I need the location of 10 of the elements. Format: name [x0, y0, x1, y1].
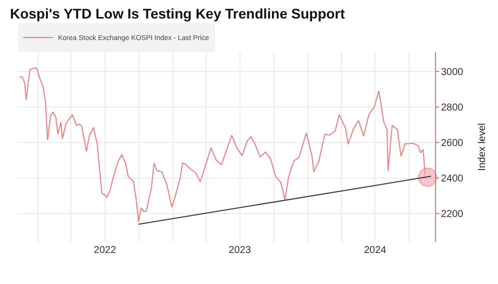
x-tick-label: 2024 — [364, 245, 387, 256]
y-tick-label: 2400 — [441, 174, 464, 185]
x-tick-label: 2023 — [228, 245, 252, 256]
y-tick-label: 3000 — [441, 67, 464, 78]
chart-title: Kospi's YTD Low Is Testing Key Trendline Support — [10, 5, 346, 22]
y-tick-label: 2600 — [441, 138, 464, 150]
y-tick-label: 2200 — [441, 209, 464, 220]
y-axis-title: Index level — [477, 123, 488, 171]
x-tick-label: 2022 — [94, 245, 116, 256]
y-tick-label: 2800 — [441, 102, 464, 114]
